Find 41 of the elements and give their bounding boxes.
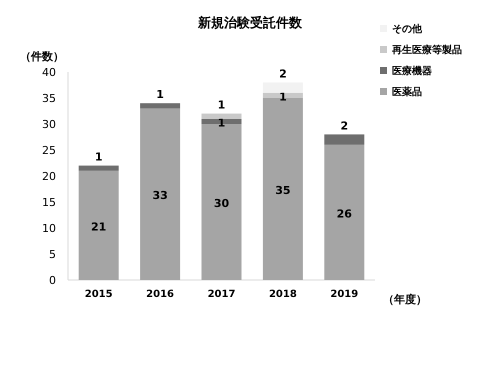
x-tick-label: 2019	[330, 289, 358, 300]
bar	[140, 108, 180, 280]
legend-label: 医薬品	[392, 86, 422, 98]
data-label: 33	[152, 189, 168, 202]
y-tick-label: 30	[42, 118, 56, 131]
x-tick-label: 2018	[268, 289, 297, 300]
data-label: 1	[94, 150, 103, 164]
x-tick-label: 2015	[84, 289, 113, 300]
bar	[324, 144, 364, 280]
y-tick-label: 25	[42, 144, 56, 157]
chart-title: 新規治験受託件数	[197, 15, 303, 31]
y-tick-label: 35	[42, 92, 56, 105]
data-label: 2	[340, 119, 348, 132]
bar	[324, 134, 364, 145]
y-tick-label: 10	[42, 222, 56, 235]
y-tick-label: 40	[42, 66, 56, 79]
data-label: 35	[275, 184, 291, 197]
bar	[202, 114, 242, 119]
data-label: 1	[218, 98, 226, 112]
y-axis-title: （件数）	[20, 50, 64, 63]
legend-label: その他	[392, 23, 423, 35]
legend-label: 再生医療等製品	[391, 44, 462, 56]
data-label: 2	[279, 67, 287, 80]
bar	[140, 103, 180, 108]
y-tick-label: 5	[49, 248, 56, 261]
bar	[262, 82, 303, 93]
data-label: 21	[91, 220, 106, 234]
bar	[78, 170, 119, 280]
x-axis-title: （年度）	[383, 293, 427, 306]
legend-label: 医療機器	[392, 65, 432, 77]
y-tick-label: 0	[49, 274, 56, 287]
data-label: 1	[156, 88, 164, 102]
data-label: 26	[336, 207, 352, 220]
x-tick-label: 2017	[208, 289, 236, 300]
data-label: 1	[218, 116, 226, 130]
y-tick-label: 20	[42, 170, 56, 183]
data-label: 1	[279, 90, 287, 104]
x-tick-label: 2016	[146, 289, 174, 300]
y-tick-label: 15	[42, 196, 56, 209]
bar	[78, 166, 119, 171]
data-label: 30	[214, 197, 230, 210]
